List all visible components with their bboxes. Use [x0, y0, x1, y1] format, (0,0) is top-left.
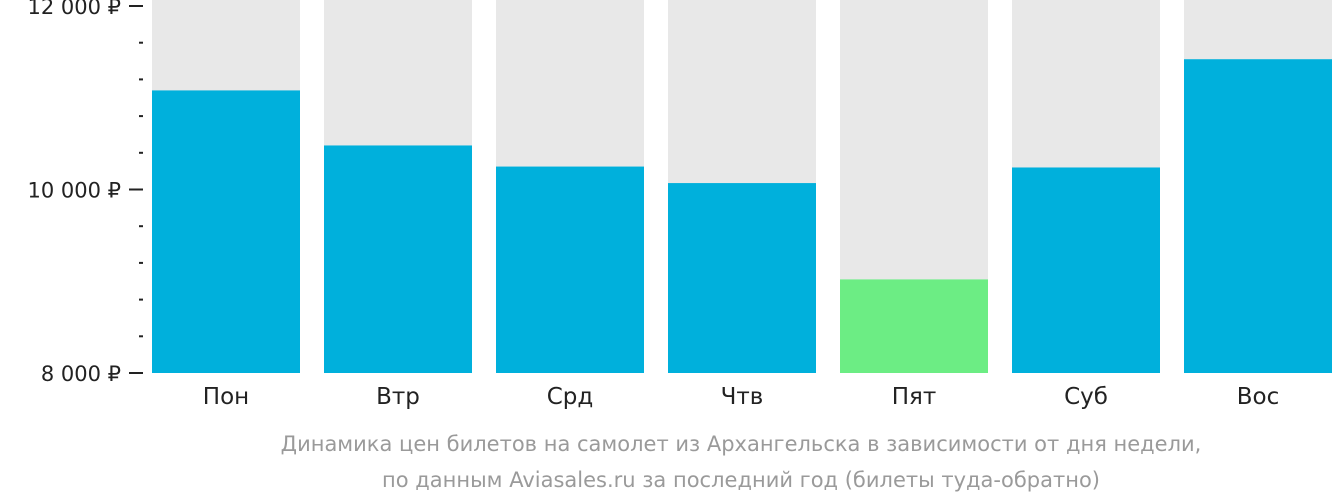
bar [668, 183, 816, 373]
bar [840, 279, 988, 373]
bar [1184, 59, 1332, 374]
price-by-weekday-chart: 12 000 ₽ 10 000 ₽ 8 000 ₽ Пон Втр Срд Чтв Пят С… [27, 0, 1332, 410]
bar [152, 90, 300, 373]
bar [496, 166, 644, 373]
x-tick-label: Суб [1064, 384, 1108, 410]
y-axis: 12 000 ₽ 10 000 ₽ 8 000 ₽ [27, 0, 143, 386]
x-tick-label: Срд [547, 384, 594, 410]
y-tick-label: 10 000 ₽ [27, 179, 121, 203]
caption-line-1: Динамика цен билетов на самолет из Архан… [280, 432, 1202, 456]
y-tick-label: 8 000 ₽ [41, 362, 121, 386]
bars [152, 59, 1332, 374]
bar [324, 145, 472, 373]
x-axis-labels: Пон Втр Срд Чтв Пят Суб Вос [203, 384, 1279, 410]
bar [1012, 167, 1160, 373]
x-tick-label: Втр [376, 384, 420, 410]
x-tick-label: Пон [203, 384, 249, 410]
x-tick-label: Чтв [721, 384, 764, 410]
x-tick-label: Вос [1237, 384, 1280, 410]
y-tick-label: 12 000 ₽ [27, 0, 121, 19]
caption-line-2: по данным Aviasales.ru за последний год … [382, 468, 1100, 492]
x-tick-label: Пят [892, 384, 937, 410]
